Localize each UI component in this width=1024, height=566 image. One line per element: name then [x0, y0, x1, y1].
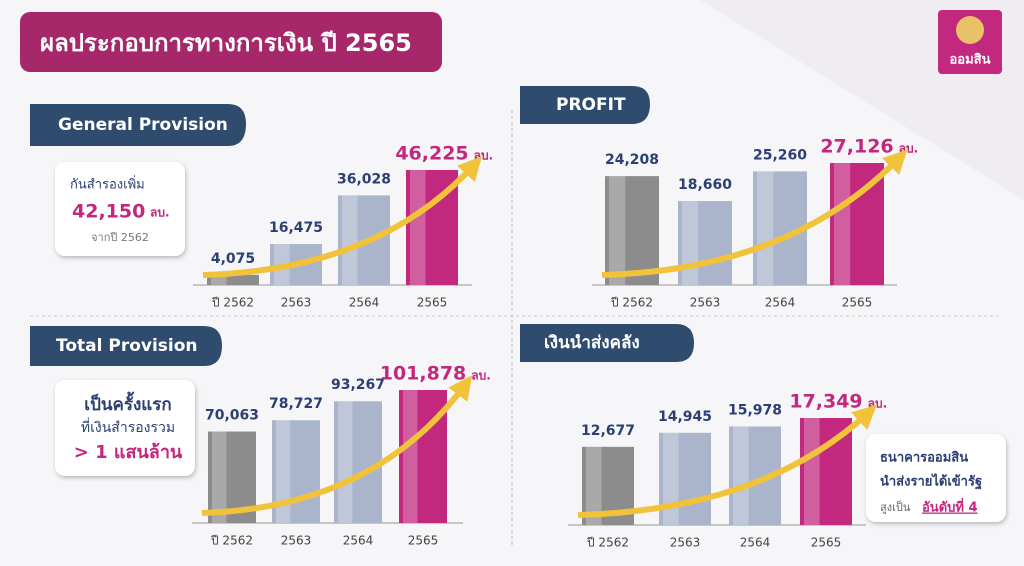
bar — [605, 176, 659, 285]
bar-shine — [586, 446, 602, 525]
bar-shine — [609, 176, 626, 285]
note-unit: ลบ. — [150, 206, 170, 220]
x-tick-label: 2563 — [690, 296, 721, 310]
value-label: 78,727 — [269, 396, 323, 412]
value-label: 27,126 — [820, 136, 893, 158]
unit-label: ลบ. — [899, 142, 919, 156]
value-label: 93,267 — [331, 377, 385, 393]
value-label: 4,075 — [211, 251, 255, 267]
panel-title: PROFIT — [556, 95, 626, 115]
note-text: เป็นครั้งแรก — [84, 391, 171, 415]
value-label: 16,475 — [269, 220, 323, 236]
x-tick-label: ปี 2562 — [210, 534, 253, 548]
title-banner — [20, 12, 442, 72]
trend-arrow — [577, 404, 877, 518]
x-tick-label: 2565 — [811, 536, 842, 550]
note-box — [55, 380, 195, 476]
note-text: > 1 แสนล้าน — [74, 442, 183, 463]
unit-label: ลบ. — [471, 369, 491, 383]
note-text: จากปี 2562 — [91, 231, 149, 244]
bar-shine — [342, 195, 358, 285]
x-tick-label: 2564 — [349, 296, 380, 310]
logo-emblem — [956, 16, 984, 44]
value-label: 70,063 — [205, 408, 259, 424]
x-tick-label: ปี 2562 — [610, 296, 653, 310]
bar-shine — [682, 201, 699, 285]
x-tick-label: 2565 — [408, 534, 439, 548]
value-label: 36,028 — [337, 171, 391, 187]
x-tick-label: 2564 — [765, 296, 796, 310]
value-label: 46,225 — [395, 143, 468, 165]
note-text: กันสำรองเพิ่ม — [70, 176, 145, 193]
page-title: ผลประกอบการทางการเงิน ปี 2565 — [40, 29, 412, 57]
note-text: นำส่งรายได้เข้ารัฐ — [880, 473, 982, 491]
value-label: 18,660 — [678, 177, 732, 193]
bar-shine — [338, 401, 353, 523]
x-tick-label: 2565 — [842, 296, 873, 310]
note-box — [866, 434, 1006, 522]
unit-label: ลบ. — [868, 397, 888, 411]
value-label: 25,260 — [753, 147, 807, 163]
bar-shine — [804, 418, 820, 525]
bar-shine — [834, 163, 851, 285]
x-tick-label: ปี 2562 — [586, 536, 629, 550]
panel-title: Total Provision — [56, 336, 198, 356]
note-value: 42,150 — [72, 201, 145, 223]
x-tick-label: 2563 — [281, 534, 312, 548]
panel-title: เงินนำส่งคลัง — [544, 333, 640, 353]
trend-arrow — [202, 156, 483, 278]
note-text: ธนาคารออมสิน — [880, 451, 968, 466]
trend-arrow — [201, 375, 473, 516]
x-tick-label: 2563 — [670, 536, 701, 550]
panel-title: General Provision — [58, 115, 228, 135]
bar-shine — [276, 420, 291, 523]
x-tick-label: 2564 — [740, 536, 771, 550]
note-box — [55, 162, 185, 256]
value-label: 17,349 — [789, 391, 862, 413]
x-tick-label: ปี 2562 — [211, 296, 254, 310]
bar-shine — [733, 426, 749, 525]
bar-shine — [211, 274, 227, 285]
bar — [334, 401, 382, 523]
x-tick-label: 2563 — [281, 296, 312, 310]
panel-tag — [520, 324, 694, 362]
note-text: สูงเป็น — [880, 500, 911, 514]
panel-tag — [30, 326, 222, 366]
bar-shine — [410, 170, 426, 285]
bar-shine — [403, 390, 418, 523]
value-label: 24,208 — [605, 152, 659, 168]
bar — [659, 432, 711, 525]
value-label: 14,945 — [658, 409, 712, 425]
trend-arrow — [601, 149, 908, 278]
bar — [678, 201, 732, 285]
panel-tag — [520, 86, 650, 124]
panel-tag — [30, 104, 246, 146]
bar-shine — [663, 432, 679, 525]
value-label: 12,677 — [581, 423, 635, 439]
bar-shine — [757, 171, 774, 285]
logo-text: ออมสิน — [949, 53, 990, 68]
value-label: 15,978 — [728, 402, 782, 418]
value-label: 101,878 — [380, 363, 467, 385]
bar-shine — [212, 431, 227, 523]
x-tick-label: 2565 — [417, 296, 448, 310]
unit-label: ลบ. — [474, 149, 494, 163]
note-text: ที่เงินสำรองรวม — [81, 418, 175, 436]
x-tick-label: 2564 — [343, 534, 374, 548]
bar — [207, 274, 259, 285]
note-text: อันดับที่ 4 — [922, 498, 978, 516]
